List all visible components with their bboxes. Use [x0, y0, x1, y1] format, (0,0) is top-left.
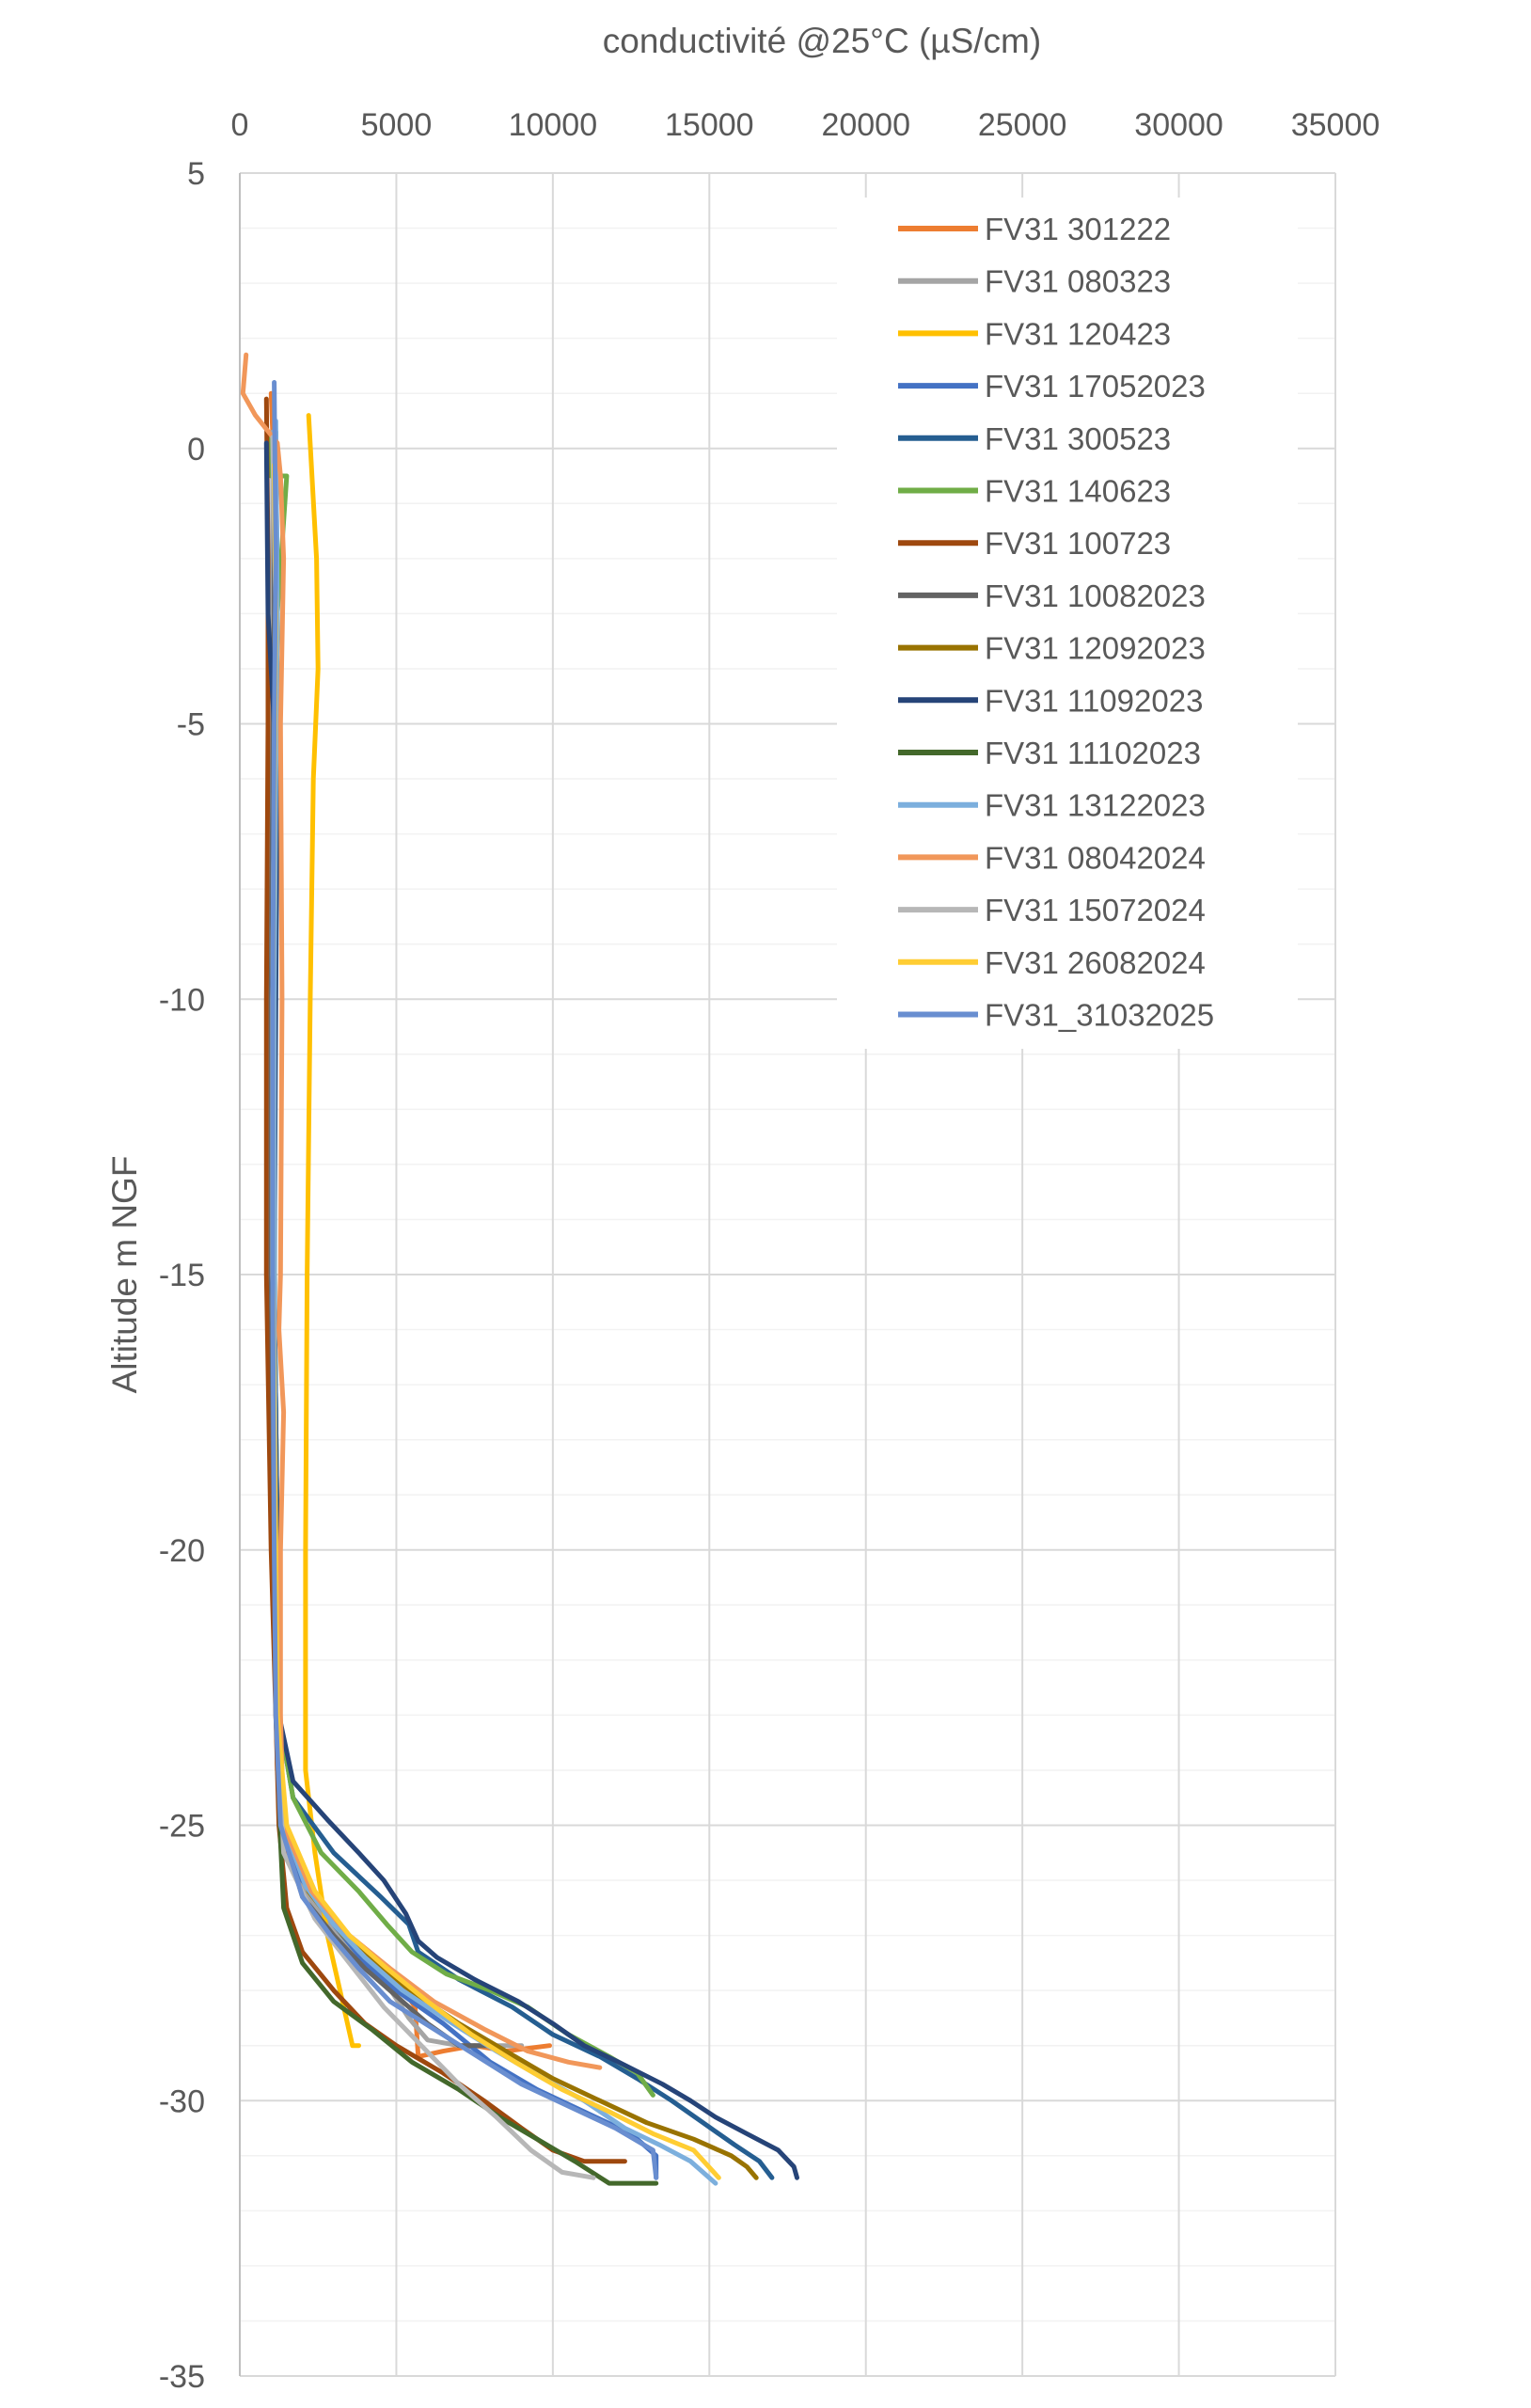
series-lines: [240, 352, 799, 2186]
x-tick-label: 5000: [361, 107, 433, 143]
legend-item: FV31 140623: [898, 474, 1171, 509]
legend-label: FV31 13122023: [985, 788, 1206, 823]
y-tick-label: -25: [159, 1809, 205, 1845]
legend-label: FV31 120423: [985, 316, 1171, 351]
legend-label: FV31 100723: [985, 526, 1171, 561]
legend-item: FV31 080323: [898, 264, 1171, 299]
legend-label: FV31 15072024: [985, 893, 1206, 927]
legend-label: FV31_31032025: [985, 998, 1214, 1033]
legend-item: FV31 11092023: [898, 683, 1203, 718]
y-tick-label: -20: [159, 1533, 205, 1569]
legend-item: FV31 17052023: [898, 369, 1206, 404]
legend: FV31 301222 FV31 080323 FV31 120423 FV31 17…: [837, 198, 1298, 1049]
legend-label: FV31 11102023: [985, 736, 1201, 770]
y-tick-label: -5: [177, 707, 205, 743]
legend-item: FV31 300523: [898, 421, 1171, 456]
x-tick-label: 0: [231, 107, 249, 143]
x-tick-label: 25000: [978, 107, 1067, 143]
series-line-3: [303, 413, 361, 2049]
y-axis-title: Altitude m NGF: [105, 1156, 144, 1394]
y-tick-label: -15: [159, 1258, 205, 1293]
legend-item: FV31 100723: [898, 526, 1171, 561]
legend-label: FV31 26082024: [985, 945, 1206, 980]
x-tick-label: 35000: [1291, 107, 1381, 143]
legend-label: FV31 301222: [985, 212, 1171, 246]
series-line-16: [270, 380, 659, 2180]
legend-item: FV31 15072024: [898, 893, 1206, 927]
legend-item: FV31 10082023: [898, 578, 1206, 613]
legend-item: FV31 13122023: [898, 788, 1206, 823]
y-tick-label: -10: [159, 982, 205, 1018]
legend-label: FV31 11092023: [985, 683, 1203, 718]
legend-item: FV31 120423: [898, 316, 1171, 351]
legend-item: FV31 301222: [898, 212, 1171, 246]
x-tick-labels: 0 5000 10000 15000 20000 25000 30000 35000: [231, 107, 1381, 143]
legend-label: FV31 080323: [985, 264, 1171, 299]
x-tick-label: 10000: [509, 107, 598, 143]
legend-label: FV31 08042024: [985, 840, 1206, 875]
y-tick-label: 0: [187, 432, 205, 467]
x-tick-label: 15000: [665, 107, 754, 143]
legend-item: FV31 26082024: [898, 945, 1206, 980]
legend-label: FV31 17052023: [985, 369, 1206, 404]
legend-item: FV31 12092023: [898, 631, 1206, 666]
x-axis-title: conductivité @25°C (µS/cm): [603, 22, 1041, 60]
legend-item: FV31_31032025: [898, 998, 1214, 1033]
x-tick-label: 20000: [821, 107, 910, 143]
legend-item: FV31 11102023: [898, 736, 1201, 770]
legend-label: FV31 140623: [985, 474, 1171, 509]
y-tick-label: -30: [159, 2083, 205, 2119]
legend-label: FV31 10082023: [985, 578, 1206, 613]
y-tick-label: -35: [159, 2359, 205, 2395]
legend-item: FV31 08042024: [898, 840, 1206, 875]
legend-label: FV31 300523: [985, 421, 1171, 456]
x-tick-label: 30000: [1134, 107, 1223, 143]
series-line-13: [240, 352, 603, 2070]
legend-label: FV31 12092023: [985, 631, 1206, 666]
y-tick-label: 5: [187, 156, 205, 192]
y-tick-labels: 5 0 -5 -10 -15 -20 -25 -30 -35: [159, 156, 205, 2395]
